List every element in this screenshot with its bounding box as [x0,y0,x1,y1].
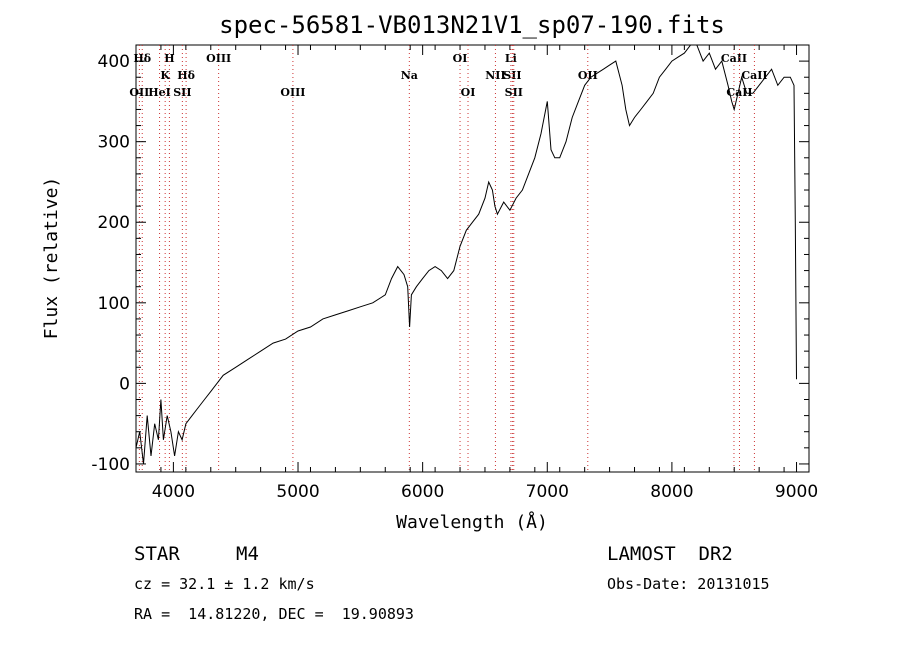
spectral-line-label: SII [503,69,521,82]
x-axis-label: Wavelength (Å) [396,511,548,533]
plot-frame [135,44,810,473]
y-tick-label: 300 [98,133,130,153]
spectral-line-label: Hδ [177,69,195,82]
spectral-line-label: OIII [280,86,305,99]
spectral-line-label: Na [401,69,418,82]
spectral-line-label: CaII [741,69,767,82]
spectral-line-label: Hδ [133,52,151,65]
spectral-line-label: OI [453,52,468,65]
spectral-line-label: OII [578,69,598,82]
x-tick-label: 9000 [775,482,818,502]
x-tick-label: 7000 [526,482,569,502]
spectral-line-label: SII [505,86,523,99]
spectral-line-label: CaII [721,52,747,65]
coordinates-text: RA = 14.81220, DEC = 19.90893 [134,605,414,623]
spectral-line-label: H [164,52,174,65]
spectrum-series-line [135,44,797,464]
chart-title: spec-56581-VB013N21V1_sp07-190.fits [219,11,725,39]
x-tick-label: 8000 [650,482,693,502]
spectral-line-label: OI [461,86,476,99]
spectral-line-label: HeI [148,86,171,99]
y-axis-label: Flux (relative) [41,177,62,340]
spectral-line-label: NII [485,69,505,82]
spectral-line-label: K [160,69,170,82]
survey-label: LAMOST DR2 [607,543,733,565]
object-subclass: M4 [236,543,259,565]
x-tick-label: 6000 [401,482,444,502]
redshift-text: cz = 32.1 ± 1.2 km/s [134,575,315,593]
x-tick-label: 4000 [152,482,195,502]
y-tick-label: 200 [98,213,130,233]
y-tick-label: -100 [91,455,130,475]
object-class: STAR [134,543,180,565]
y-tick-label: 100 [98,294,130,314]
spectral-line-label: OII [129,86,149,99]
spectral-line-label: CaII [726,86,752,99]
y-tick-label: 0 [119,374,130,394]
spectral-line-label: Li [505,52,517,65]
axis-ticks: 4000 5000 6000 7000 8000 9000 -100 0 100 200 300 40… [91,45,818,502]
spectral-line-label: OIII [206,52,231,65]
y-tick-label: 400 [98,52,130,72]
obs-date-text: Obs-Date: 20131015 [607,575,770,593]
x-tick-label: 5000 [276,482,319,502]
spectral-line-label: SII [173,86,191,99]
